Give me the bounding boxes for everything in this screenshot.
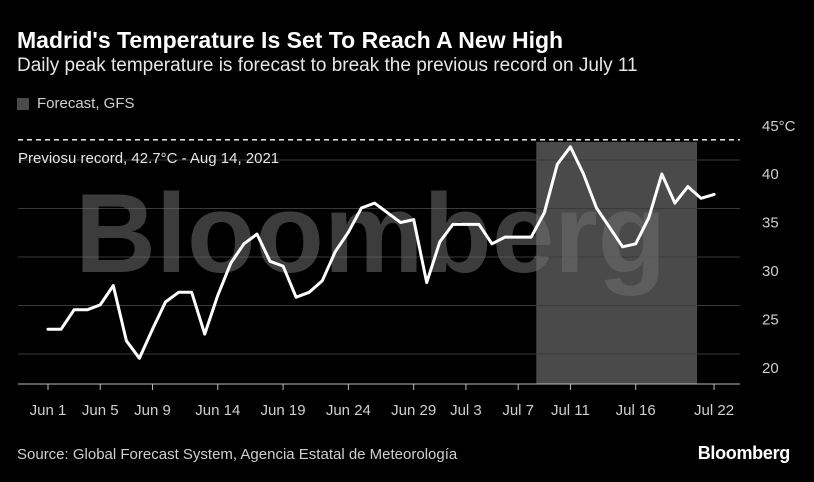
y-tick-label: 35 — [762, 215, 779, 232]
y-tick-label: 20 — [762, 360, 779, 377]
x-tick-label: Jun 14 — [195, 402, 240, 419]
previous-record-label: Previosu record, 42.7°C - Aug 14, 2021 — [18, 150, 279, 167]
source-note: Source: Global Forecast System, Agencia … — [17, 446, 458, 463]
x-tick-label: Jul 7 — [502, 402, 534, 419]
bloomberg-logo: Bloomberg — [697, 443, 791, 463]
x-tick-label: Jun 5 — [82, 402, 119, 419]
y-unit-label: 45°C — [762, 118, 796, 135]
y-tick-label: 25 — [762, 312, 779, 329]
x-tick-label: Jul 16 — [616, 402, 656, 419]
x-tick-label: Jun 29 — [391, 402, 436, 419]
x-tick-label: Jun 24 — [326, 402, 371, 419]
chart-subtitle: Daily peak temperature is forecast to br… — [17, 55, 638, 76]
temperature-series-line — [46, 145, 716, 360]
x-tick-label: Jun 1 — [30, 402, 67, 419]
legend: Forecast, GFS — [17, 95, 135, 112]
y-tick-label: 30 — [762, 263, 779, 280]
legend-label-forecast: Forecast, GFS — [37, 95, 135, 112]
x-tick-label: Jun 19 — [261, 402, 306, 419]
x-tick-label: Jul 22 — [694, 402, 734, 419]
bloomberg-watermark: Bloomberg — [75, 171, 666, 296]
x-tick-label: Jul 11 — [551, 402, 590, 419]
x-tick-label: Jul 3 — [450, 402, 482, 419]
legend-swatch-forecast — [17, 97, 29, 110]
forecast-region — [536, 142, 698, 384]
chart-title: Madrid's Temperature Is Set To Reach A N… — [17, 27, 564, 53]
y-tick-label: 40 — [762, 166, 779, 183]
x-tick-label: Jun 9 — [134, 402, 171, 419]
